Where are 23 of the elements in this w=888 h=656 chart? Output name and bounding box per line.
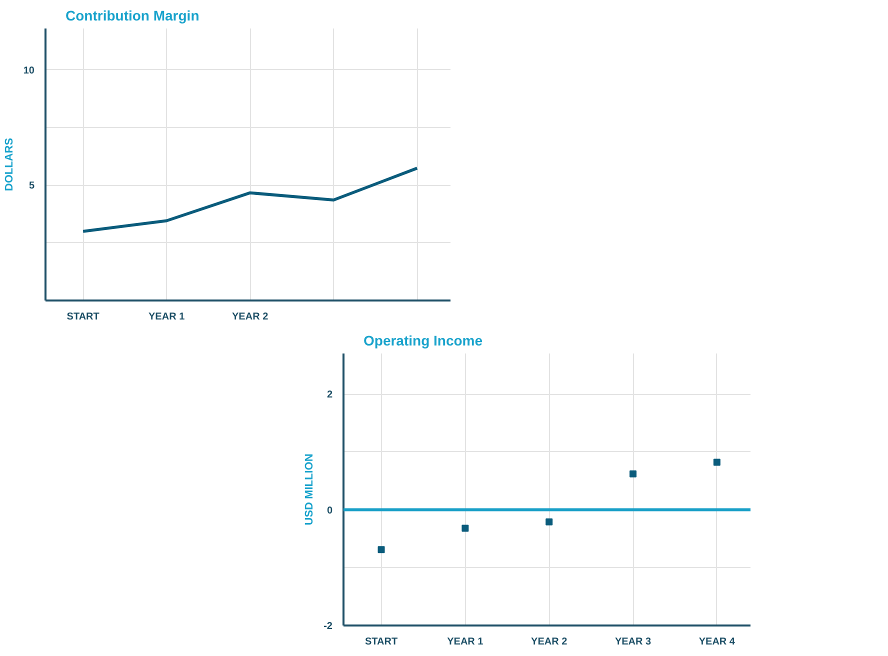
point: [546, 518, 553, 526]
y-tick-label: 2: [326, 390, 333, 401]
point: [378, 546, 385, 554]
chart-title: Operating Income: [364, 332, 483, 348]
point: [713, 458, 720, 466]
y-tick-label: -2: [324, 621, 333, 632]
x-tick-label: START: [66, 312, 100, 322]
x-tick-label: YEAR 1: [148, 312, 186, 322]
y-axis-title: USD MILLION: [304, 454, 316, 526]
y-tick-label: 0: [326, 505, 333, 516]
point: [630, 470, 637, 478]
x-tick-label: YEAR 4: [698, 636, 736, 648]
x-tick-label: YEAR 2: [232, 312, 269, 322]
x-tick-label: START: [364, 636, 398, 648]
x-tick-label: YEAR 2: [531, 636, 568, 648]
y-tick-label: 5: [28, 180, 35, 192]
chart-title: Contribution Margin: [66, 8, 200, 24]
x-tick-label: YEAR 3: [614, 636, 652, 648]
point: [462, 524, 469, 532]
line-series: [82, 166, 419, 233]
y-tick-label: 10: [23, 65, 35, 76]
y-axis-title: DOLLARS: [3, 138, 16, 192]
x-tick-label: YEAR 1: [447, 636, 484, 648]
